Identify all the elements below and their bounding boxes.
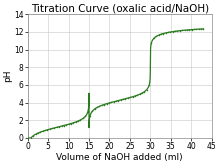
Title: Titration Curve (oxalic acid/NaOH): Titration Curve (oxalic acid/NaOH) — [31, 3, 209, 14]
Y-axis label: pH: pH — [4, 70, 13, 82]
X-axis label: Volume of NaOH added (ml): Volume of NaOH added (ml) — [56, 152, 183, 162]
